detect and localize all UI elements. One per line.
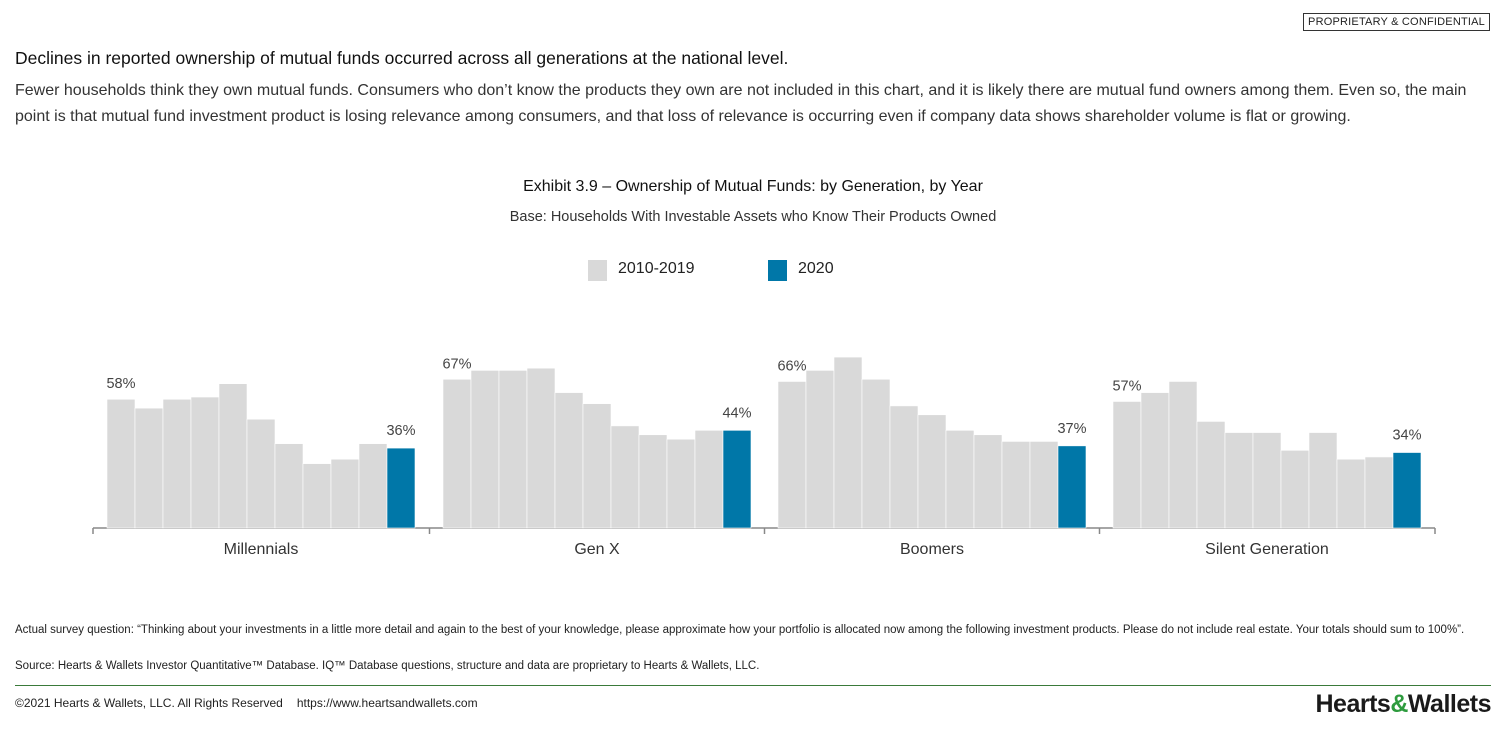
bar-2-0 bbox=[777, 381, 807, 529]
source-note: Source: Hearts & Wallets Investor Quanti… bbox=[15, 660, 760, 672]
logo-wallets: Wallets bbox=[1407, 690, 1492, 718]
bar-2-9 bbox=[1029, 441, 1059, 529]
bar-0-8 bbox=[330, 458, 360, 529]
bar-2-2 bbox=[833, 356, 863, 529]
logo-ampersand: & bbox=[1390, 690, 1408, 718]
bar-0-3 bbox=[190, 396, 220, 529]
legend-label-0: 2010-2019 bbox=[618, 260, 695, 277]
bar-3-7 bbox=[1308, 432, 1338, 529]
headline: Declines in reported ownership of mutual… bbox=[15, 48, 789, 68]
bar-0-2 bbox=[162, 398, 192, 529]
data-label-last-1: 44% bbox=[722, 405, 751, 421]
copyright-text: ©2021 Hearts & Wallets, LLC. All Rights … bbox=[15, 696, 283, 710]
logo-hearts: Hearts bbox=[1315, 690, 1391, 718]
bar-2-4 bbox=[889, 405, 919, 529]
bar-1-8 bbox=[666, 438, 696, 529]
bar-0-7 bbox=[302, 463, 332, 529]
bar-1-9 bbox=[694, 430, 724, 529]
bar-0-10 bbox=[386, 447, 416, 529]
bar-2-10 bbox=[1057, 445, 1087, 529]
bar-0-1 bbox=[134, 407, 164, 529]
bar-1-7 bbox=[638, 434, 668, 529]
website-link[interactable]: https://www.heartsandwallets.com bbox=[296, 696, 478, 710]
category-label-3: Silent Generation bbox=[1205, 541, 1329, 558]
intro-paragraph: Fewer households think they own mutual f… bbox=[15, 82, 1467, 125]
bar-2-8 bbox=[1001, 441, 1031, 529]
data-label-first-3: 57% bbox=[1112, 378, 1141, 394]
footer-divider bbox=[15, 685, 1491, 686]
confidential-badge: PROPRIETARY & CONFIDENTIAL bbox=[1303, 13, 1490, 31]
bar-1-10 bbox=[722, 430, 752, 529]
bar-3-3 bbox=[1196, 421, 1226, 529]
bar-3-2 bbox=[1168, 381, 1198, 529]
chart-title: Exhibit 3.9 – Ownership of Mutual Funds:… bbox=[523, 178, 983, 195]
bar-3-10 bbox=[1392, 452, 1422, 529]
category-label-2: Boomers bbox=[900, 541, 964, 558]
bar-3-4 bbox=[1224, 432, 1254, 529]
bar-0-0 bbox=[106, 398, 136, 529]
data-label-last-2: 37% bbox=[1057, 421, 1086, 437]
legend-swatch-1 bbox=[768, 260, 787, 281]
data-label-first-0: 58% bbox=[106, 376, 135, 392]
bar-0-6 bbox=[274, 443, 304, 529]
bar-1-4 bbox=[554, 392, 584, 529]
bar-2-7 bbox=[973, 434, 1003, 529]
bar-0-9 bbox=[358, 443, 388, 529]
bar-2-6 bbox=[945, 430, 975, 529]
bar-3-6 bbox=[1280, 450, 1310, 529]
survey-question-footnote: Actual survey question: “Thinking about … bbox=[15, 624, 1465, 636]
bar-3-8 bbox=[1336, 458, 1366, 529]
data-label-first-1: 67% bbox=[442, 356, 471, 372]
bar-1-6 bbox=[610, 425, 640, 529]
mutual-fund-ownership-chart: 2010-2019 2020 58% 36% Millennials 67% 44% Gen … bbox=[92, 260, 1436, 558]
bar-3-9 bbox=[1364, 456, 1394, 529]
bar-2-3 bbox=[861, 378, 891, 529]
bar-1-5 bbox=[582, 403, 612, 529]
category-label-0: Millennials bbox=[224, 541, 299, 558]
legend-swatch-0 bbox=[588, 260, 607, 281]
bar-3-0 bbox=[1112, 401, 1142, 529]
bar-3-5 bbox=[1252, 432, 1282, 529]
bar-0-5 bbox=[246, 418, 276, 529]
footer-copyright: ©2021 Hearts & Wallets, LLC. All Rights … bbox=[15, 696, 478, 710]
bar-1-1 bbox=[470, 370, 500, 529]
bar-2-5 bbox=[917, 414, 947, 529]
bar-1-0 bbox=[442, 378, 472, 529]
bar-2-1 bbox=[805, 370, 835, 529]
bar-1-3 bbox=[526, 367, 556, 529]
bar-3-1 bbox=[1140, 392, 1170, 529]
hearts-wallets-logo: Hearts&Wallets bbox=[1316, 690, 1492, 719]
legend-label-1: 2020 bbox=[798, 260, 834, 277]
bar-1-2 bbox=[498, 370, 528, 529]
category-label-1: Gen X bbox=[574, 541, 620, 558]
data-label-first-2: 66% bbox=[777, 358, 806, 374]
chart-subtitle: Base: Households With Investable Assets … bbox=[509, 209, 997, 225]
data-label-last-3: 34% bbox=[1392, 428, 1421, 444]
bar-0-4 bbox=[218, 383, 248, 529]
data-label-last-0: 36% bbox=[386, 423, 415, 439]
